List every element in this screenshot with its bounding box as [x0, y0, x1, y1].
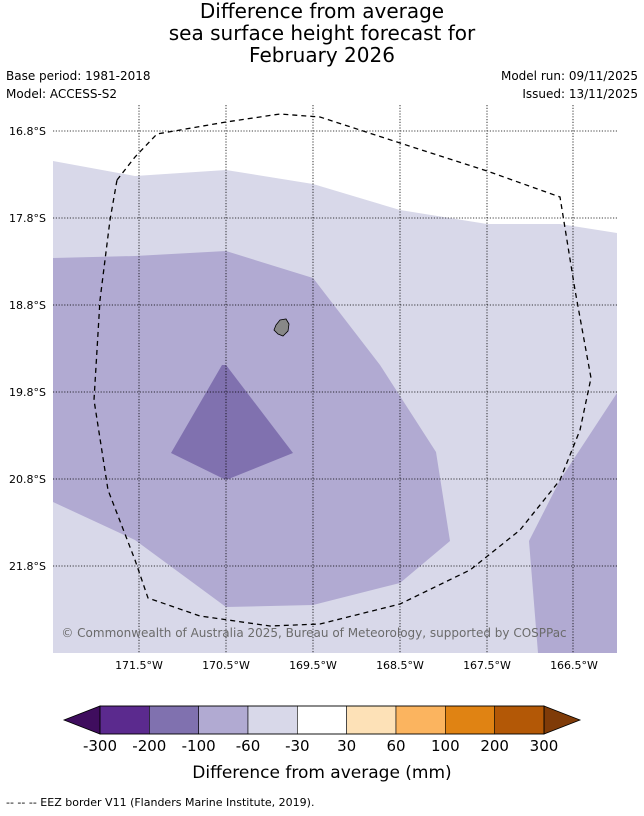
lat-label: 20.8°S: [9, 473, 46, 486]
colorbar-cell: [395, 705, 446, 735]
map-panel: © Commonwealth of Australia 2025, Bureau…: [53, 105, 617, 653]
meta-right: Model run: 09/11/2025 Issued: 13/11/2025: [501, 67, 638, 103]
colorbar-tick-label: 100: [431, 737, 460, 755]
title-line-2: sea surface height forecast for: [168, 21, 476, 45]
colorbar: -300 -200 -100 -60 -30 30 60 100 200 300 Differen…: [62, 705, 582, 783]
base-period: Base period: 1981-2018: [6, 69, 151, 83]
lon-label: 169.5°W: [289, 659, 337, 672]
lat-label: 16.8°S: [9, 125, 46, 138]
lat-label: 19.8°S: [9, 386, 46, 399]
chart-title: Difference from average sea surface heig…: [0, 0, 644, 66]
model-run: Model run: 09/11/2025: [500, 69, 638, 83]
colorbar-frame: [99, 705, 545, 735]
issued-date: Issued: 13/11/2025: [522, 87, 638, 101]
colorbar-label: Difference from average (mm): [192, 763, 451, 783]
lat-label: 21.8°S: [9, 560, 46, 573]
colorbar-cell: [494, 705, 545, 735]
lon-label: 166.5°W: [550, 659, 598, 672]
colorbar-cell: [297, 705, 347, 735]
longitude-labels: 171.5°W 170.5°W 169.5°W 168.5°W 167.5°W …: [115, 659, 598, 672]
colorbar-tick-label: 300: [530, 737, 559, 755]
lon-label: 170.5°W: [202, 659, 250, 672]
title-line-3: February 2026: [249, 43, 395, 67]
colorbar-tick-label: -100: [182, 737, 216, 755]
copyright-text: © Commonwealth of Australia 2025, Bureau…: [61, 626, 566, 640]
eez-footnote: -- -- -- EEZ border V11 (Flanders Marine…: [6, 796, 315, 809]
colorbar-tick-label: 200: [480, 737, 509, 755]
colorbar-tick-label: 30: [337, 737, 356, 755]
colorbar-cell: [149, 705, 199, 735]
island-land: [273, 318, 290, 337]
colorbar-extend-low: [62, 705, 101, 735]
lat-label: 18.8°S: [9, 299, 46, 312]
colorbar-cell: [445, 705, 495, 735]
latitude-labels: 16.8°S 17.8°S 18.8°S 19.8°S 20.8°S 21.8°…: [9, 125, 46, 573]
colorbar-tick-label: -60: [236, 737, 261, 755]
title-line-1: Difference from average: [199, 0, 445, 23]
colorbar-cell: [99, 705, 150, 735]
lon-label: 167.5°W: [463, 659, 511, 672]
graticule: [53, 105, 617, 653]
lon-label: 171.5°W: [115, 659, 163, 672]
colorbar-extend-high: [543, 705, 582, 735]
colorbar-tick-label: -300: [83, 737, 117, 755]
lon-label: 168.5°W: [376, 659, 424, 672]
colorbar-cell: [198, 705, 249, 735]
colorbar-cell: [346, 705, 397, 735]
anomaly-band-minus200-minus100: [171, 365, 293, 480]
colorbar-tick-label: 60: [386, 737, 405, 755]
lat-label: 17.8°S: [9, 212, 46, 225]
colorbar-cell: [247, 705, 298, 735]
colorbar-tick-label: -200: [132, 737, 166, 755]
model-name: Model: ACCESS-S2: [6, 87, 118, 101]
eez-border: [93, 113, 592, 627]
colorbar-tick-label: -30: [285, 737, 310, 755]
meta-left: Base period: 1981-2018 Model: ACCESS-S2: [6, 67, 151, 103]
